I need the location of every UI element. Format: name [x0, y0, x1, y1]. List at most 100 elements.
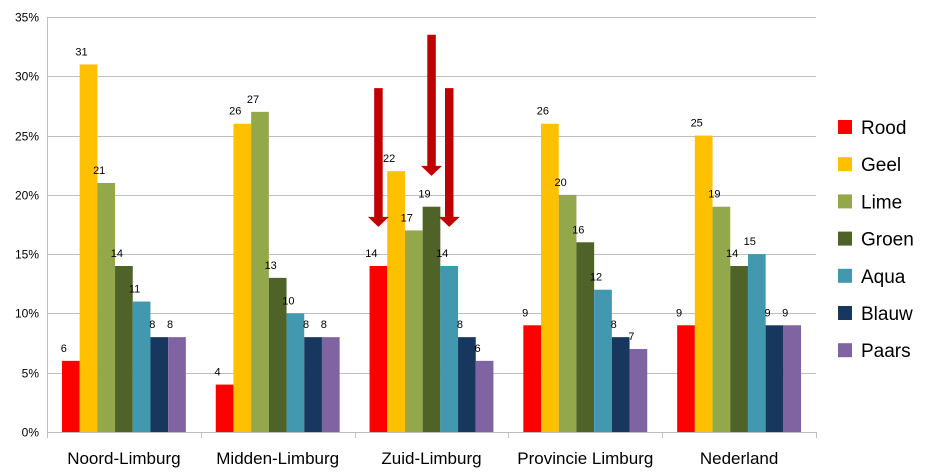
bar-lime: [404, 230, 423, 432]
bar-rood: [61, 360, 80, 432]
data-label: 9: [522, 307, 528, 319]
legend-label: Groen: [861, 230, 914, 251]
legend-label: Lime: [861, 192, 902, 213]
data-label: 19: [708, 189, 720, 201]
bar-aqua: [440, 266, 459, 432]
bar-blauw: [458, 337, 476, 432]
data-label: 9: [676, 307, 682, 319]
data-label: 22: [383, 153, 395, 165]
x-axis: [47, 432, 817, 438]
legend-swatch-lime: [838, 194, 852, 209]
legend-swatch-paars: [838, 343, 852, 358]
category-label: Zuid-Limburg: [381, 449, 481, 468]
category-label: Nederland: [700, 449, 778, 468]
down-arrow-icon: [367, 88, 389, 227]
category-labels: Noord-Limburg Midden-Limburg Zuid-Limburg P…: [67, 449, 778, 468]
legend-swatch-groen: [838, 231, 852, 246]
bar-groen: [422, 206, 441, 432]
category-label: Noord-Limburg: [67, 449, 180, 468]
bar-lime: [558, 194, 577, 432]
annotations: [367, 34, 460, 227]
bar-geel: [79, 64, 98, 432]
category-label: Provincie Limburg: [517, 449, 653, 468]
legend-swatch-rood: [838, 120, 852, 134]
data-label: 26: [229, 106, 241, 118]
bar-groen: [730, 266, 748, 432]
bar-paars: [783, 325, 802, 432]
bar-aqua: [594, 289, 612, 432]
data-label: 17: [401, 212, 413, 224]
data-label: 8: [457, 319, 463, 331]
data-label: 13: [265, 260, 277, 272]
y-tick-label: 15%: [15, 248, 39, 262]
bar-lime: [97, 183, 116, 432]
data-label: 11: [129, 284, 140, 296]
bar-paars: [629, 349, 648, 432]
legend-label: Paars: [861, 341, 911, 362]
down-arrow-icon: [438, 88, 460, 227]
bar-groen: [115, 266, 133, 432]
bar-rood: [369, 266, 388, 432]
data-label: 31: [75, 46, 87, 58]
data-label: 8: [321, 319, 327, 331]
bar-geel: [694, 135, 713, 433]
bar-groen: [576, 242, 595, 432]
y-tick-label: 30%: [15, 70, 39, 84]
data-label: 8: [167, 319, 173, 331]
data-label: 27: [247, 94, 259, 106]
data-label: 9: [782, 307, 788, 319]
bar-blauw: [611, 337, 630, 432]
data-label: 14: [365, 248, 377, 260]
data-label: 10: [282, 295, 294, 307]
data-label: 6: [475, 343, 481, 355]
legend-label: Geel: [861, 155, 901, 176]
data-label: 16: [572, 224, 584, 236]
bars: [61, 64, 802, 433]
bar-rood: [215, 384, 234, 432]
category-label: Midden-Limburg: [216, 449, 339, 468]
bar-geel: [541, 123, 559, 432]
data-label: 8: [303, 319, 309, 331]
bar-aqua: [286, 313, 305, 432]
legend-swatch-geel: [838, 157, 852, 172]
data-label: 14: [726, 248, 738, 260]
y-tick-label: 0%: [22, 426, 40, 440]
y-axis: 0% 5% 10% 15% 20% 25% 30% 35%: [15, 11, 48, 440]
bar-groen: [268, 277, 287, 432]
y-tick-label: 25%: [15, 130, 39, 144]
bar-lime: [251, 111, 269, 432]
data-label: 15: [744, 236, 756, 248]
y-tick-label: 10%: [15, 307, 39, 321]
bar-blauw: [150, 337, 169, 432]
data-label: 7: [628, 331, 634, 343]
data-label: 12: [590, 272, 602, 284]
legend-label: Rood: [861, 118, 906, 139]
data-label: 19: [418, 189, 430, 201]
data-label: 14: [436, 248, 448, 260]
data-label: 20: [554, 177, 566, 189]
bar-geel: [233, 123, 252, 432]
legend-label: Blauw: [861, 304, 913, 325]
data-label: 8: [611, 319, 617, 331]
data-label: 25: [691, 118, 703, 130]
bar-blauw: [304, 337, 322, 432]
bar-paars: [475, 360, 494, 432]
bar-geel: [387, 171, 405, 432]
y-tick-label: 20%: [15, 189, 39, 203]
bar-lime: [712, 206, 731, 432]
data-label: 9: [764, 307, 770, 319]
data-label: 14: [111, 248, 123, 260]
data-label: 26: [537, 106, 549, 118]
bar-paars: [168, 337, 186, 432]
legend-swatch-aqua: [838, 268, 852, 283]
down-arrow-icon: [421, 34, 442, 176]
bar-rood: [677, 325, 695, 432]
data-label: 6: [61, 343, 67, 355]
data-label: 8: [149, 319, 155, 331]
bar-aqua: [747, 254, 766, 432]
legend-label: Aqua: [861, 267, 906, 288]
legend-swatch-blauw: [838, 306, 852, 320]
